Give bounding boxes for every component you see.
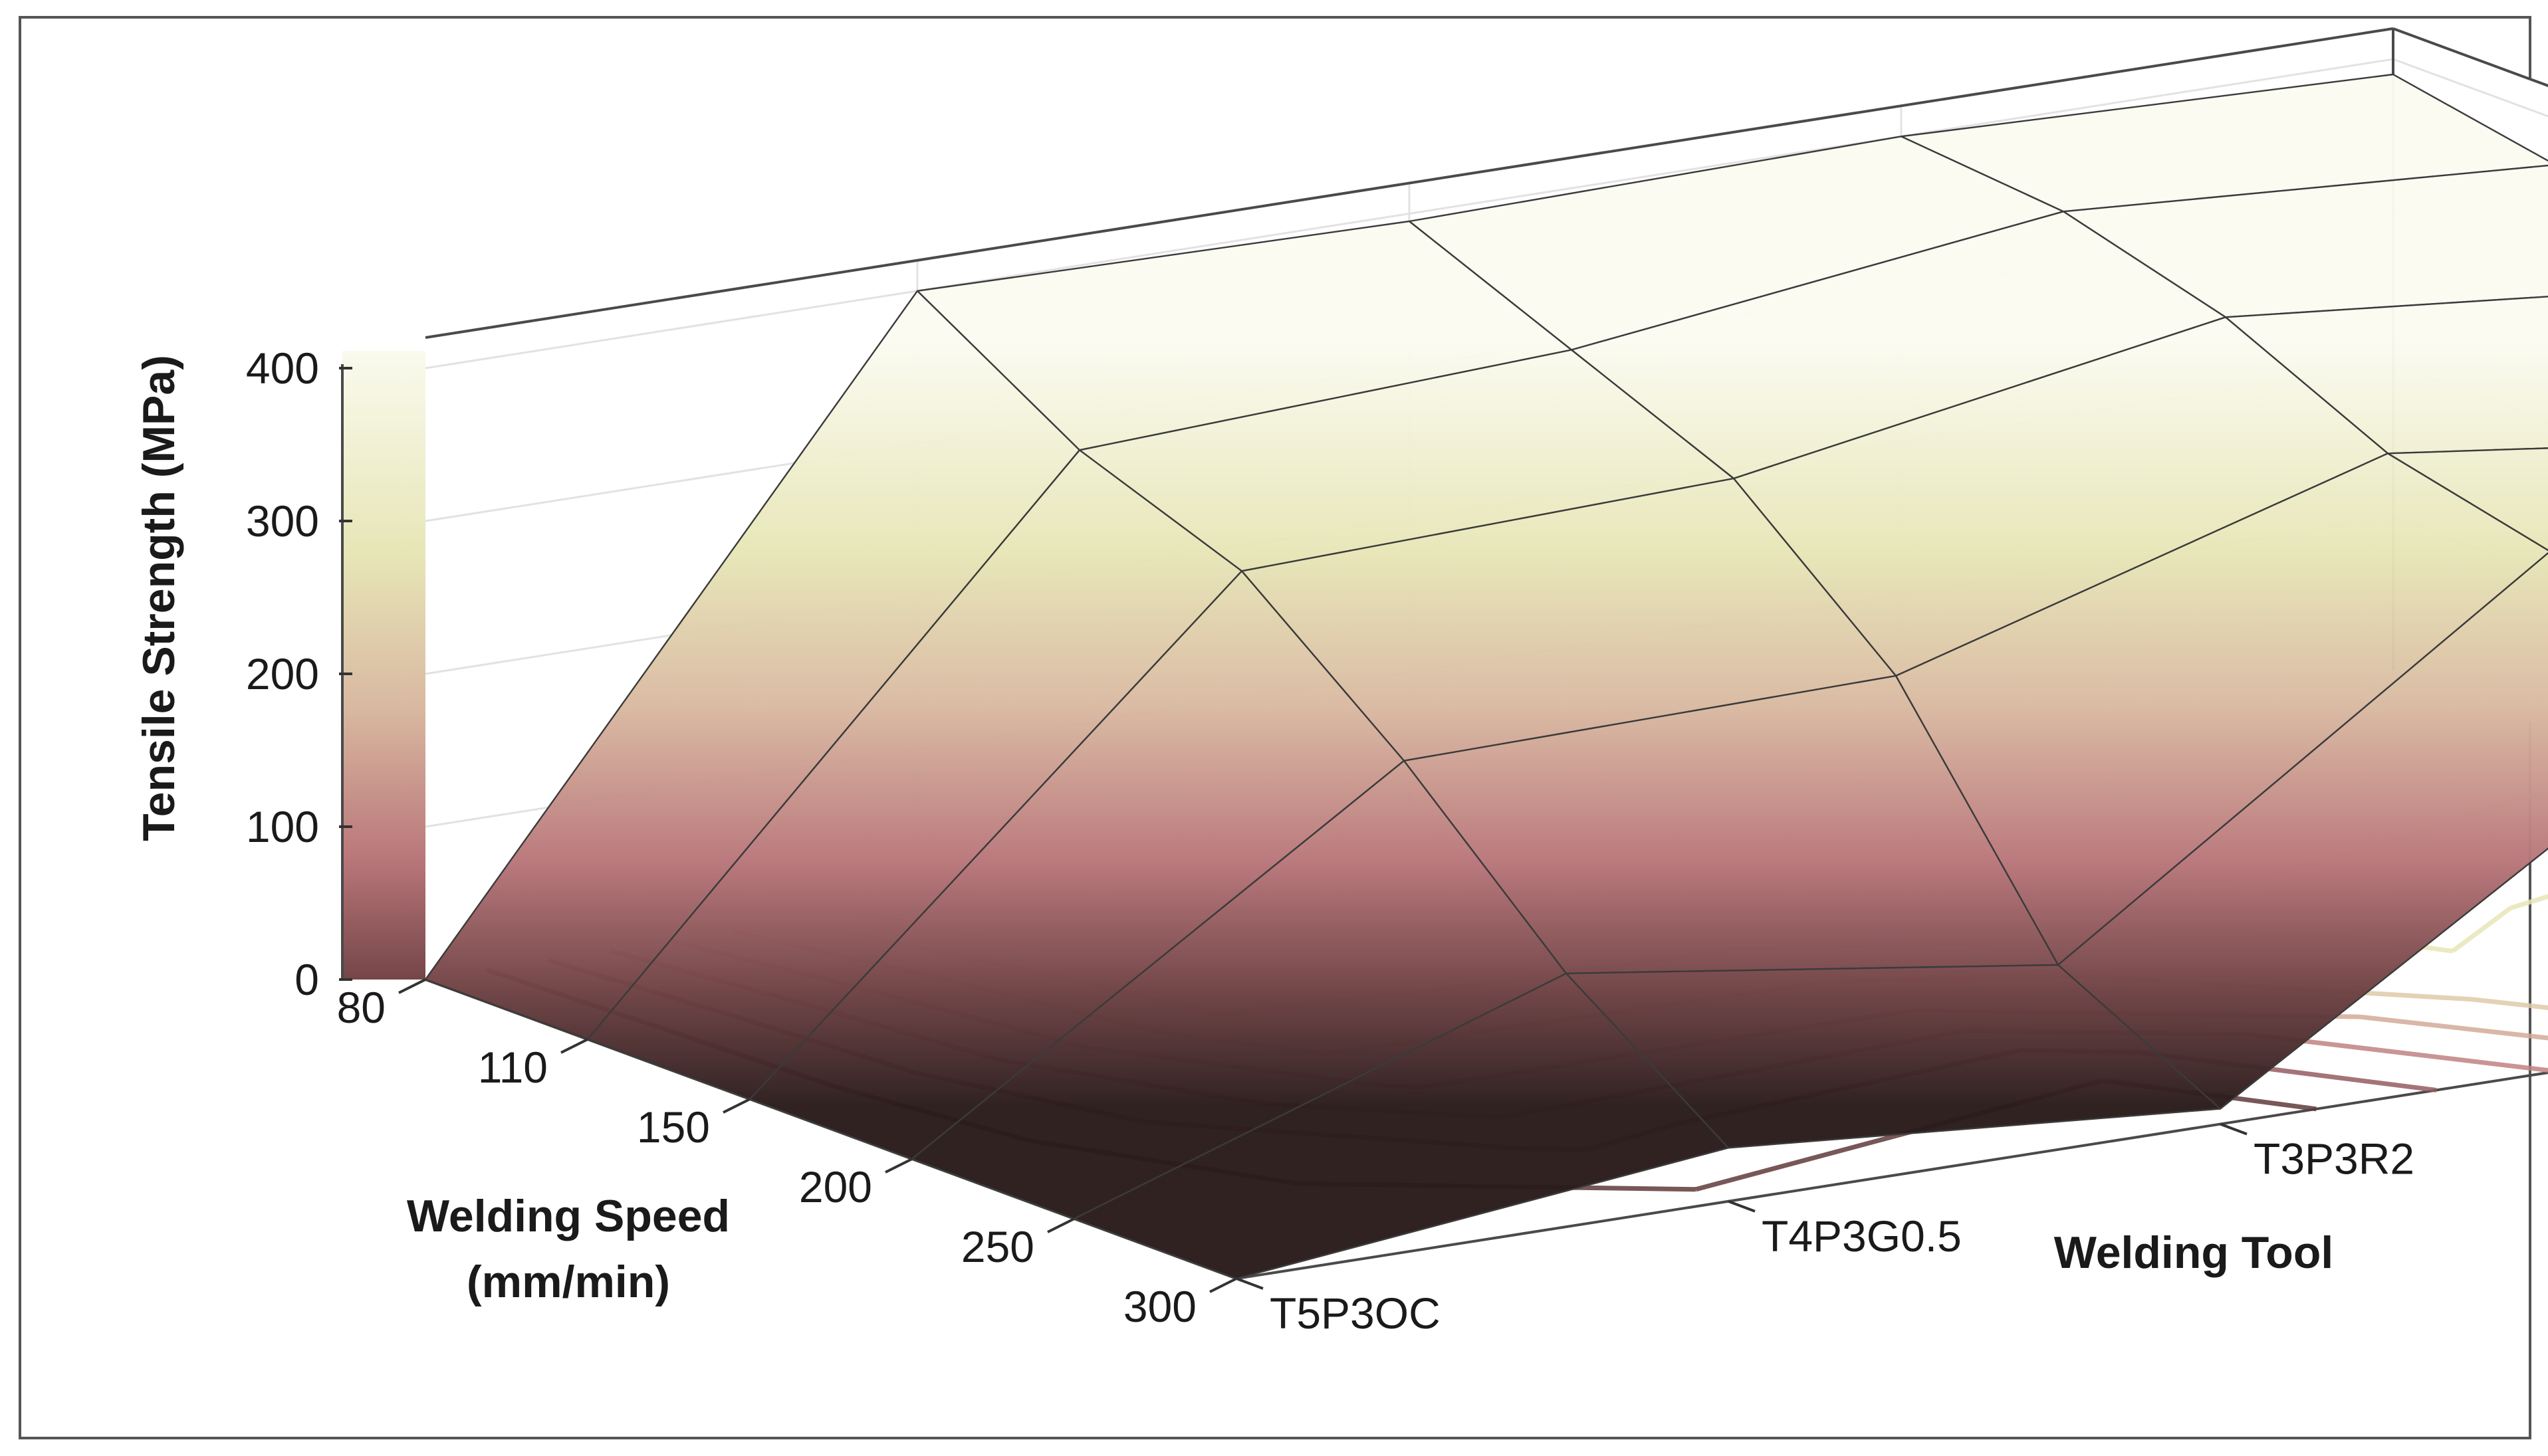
z-tick-label: 100 [246,802,319,851]
speed-tick-mark [723,1099,750,1112]
speed-tick-label: 200 [799,1162,872,1211]
tool-tick-label: T5P3OC [1270,1289,1441,1338]
z-axis-title: Tensile Strength (MPa) [134,355,184,841]
z-tick-label: 200 [246,649,319,698]
tool-tick-mark [1728,1201,1755,1211]
contour-line [2472,999,2548,1017]
colorbar [342,351,425,980]
z-tick-label: 300 [246,496,319,546]
speed-tick-label: 300 [1123,1282,1197,1331]
speed-tick-mark [561,1039,588,1053]
speed-tick-label: 250 [961,1222,1034,1271]
speed-axis-title-line1: Welding Speed [407,1191,730,1241]
z-tick-label: 400 [246,344,319,393]
tool-tick-label: T3P3R2 [2254,1134,2414,1184]
speed-axis-title-line2: (mm/min) [467,1257,670,1307]
tool-axis-title: Welding Tool [2054,1227,2334,1278]
speed-tick-mark [399,980,425,993]
colorbar-gradient [342,351,425,980]
speed-tick-mark [885,1159,912,1172]
speed-tick-label: 150 [637,1102,710,1152]
speed-tick-mark [1048,1219,1074,1232]
z-tick-label: 0 [294,955,319,1004]
speed-tick-label: 110 [478,1043,548,1092]
contour-line [2360,1017,2548,1053]
speed-tick-mark [1210,1279,1236,1292]
tool-tick-mark [1236,1279,1263,1289]
tool-tick-mark [2220,1124,2247,1134]
tool-tick-label: T4P3G0.5 [1762,1211,1962,1261]
speed-tick-label: 80 [337,983,386,1032]
